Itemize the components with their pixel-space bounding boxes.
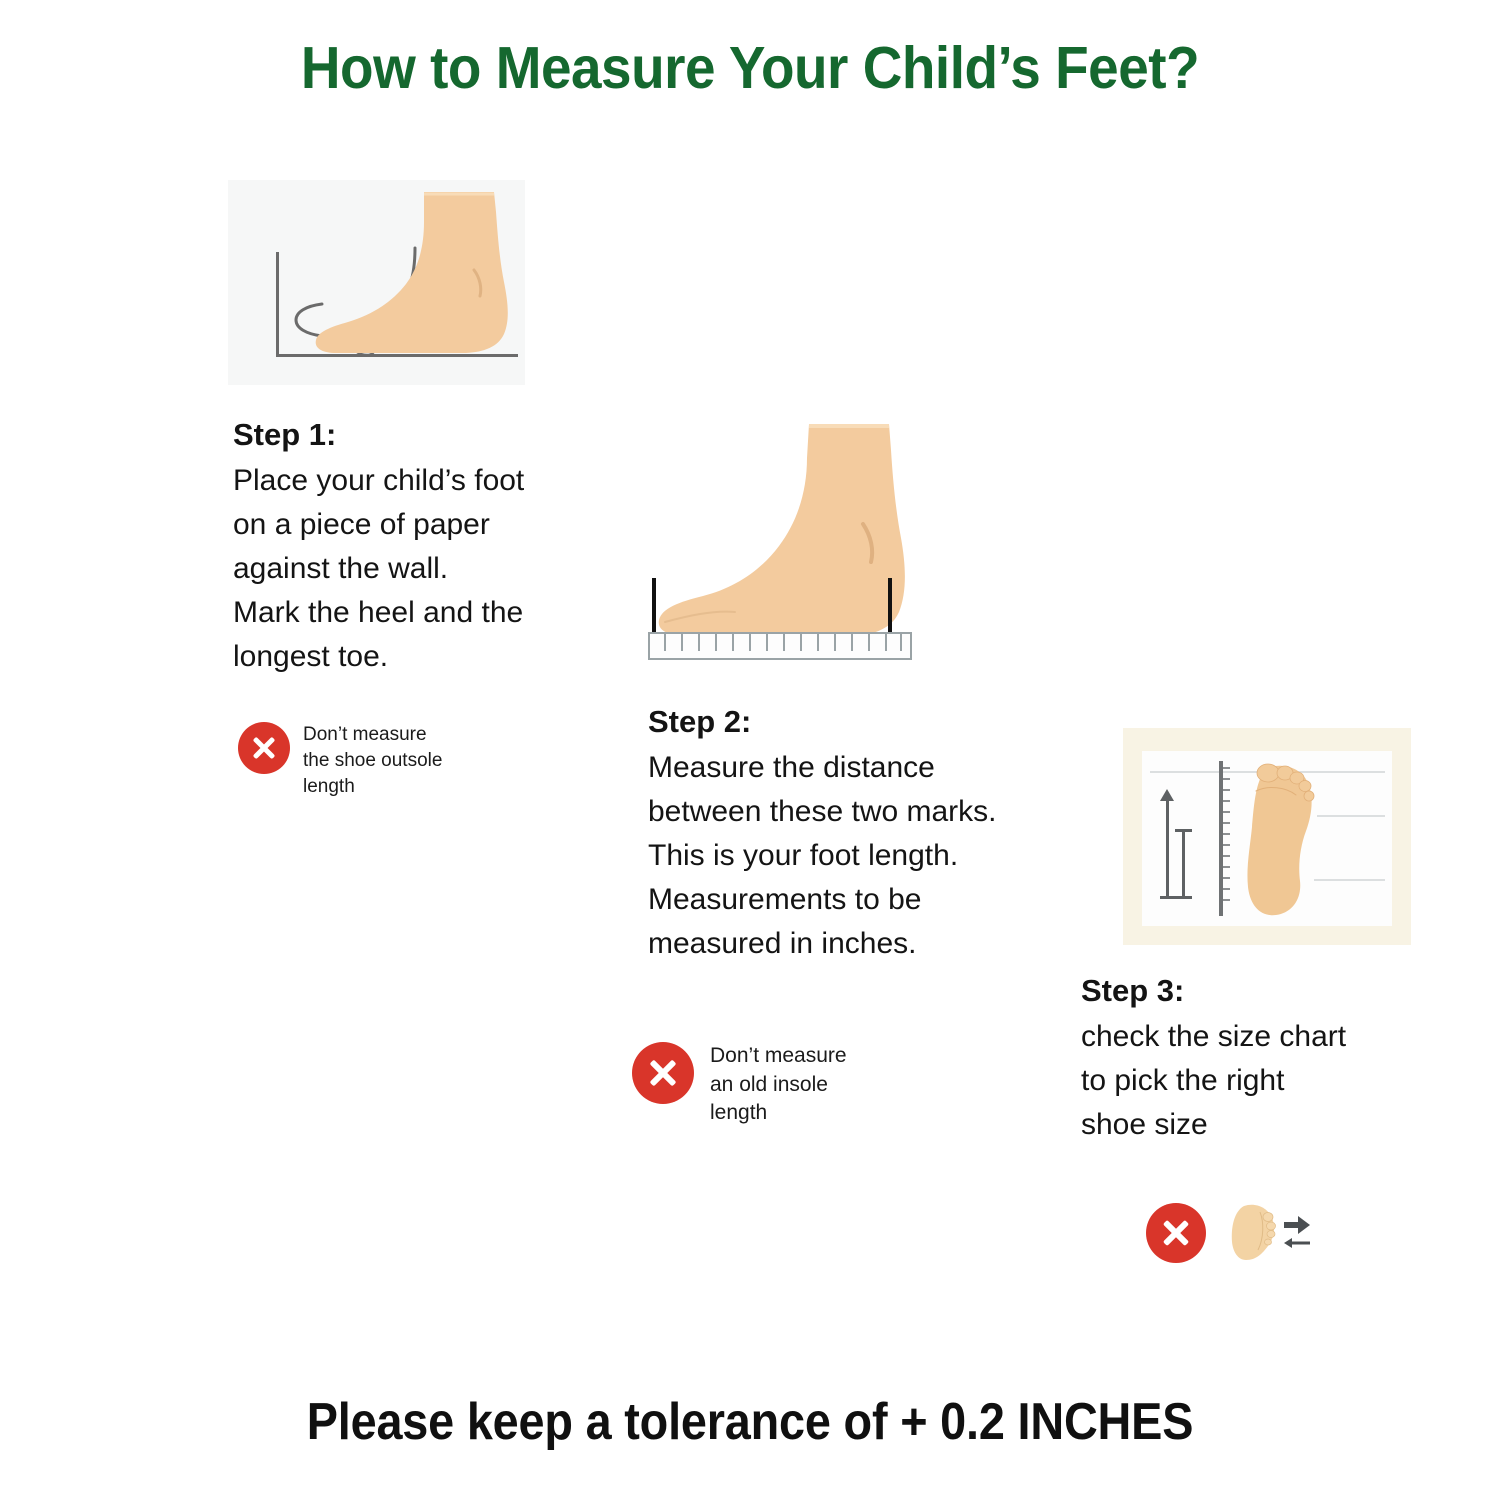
vertical-ruler-icon <box>1219 761 1223 916</box>
step-2-warning-text: Don’t measure an old insole length <box>710 1044 847 1125</box>
arrow-right-icon <box>1284 1216 1310 1234</box>
step-1-warning-text: Don’t measure the shoe outsole length <box>303 724 443 797</box>
mini-foot-sole-icon <box>1231 1204 1276 1260</box>
long-arrow-icon <box>1166 799 1169 896</box>
red-x-circle-icon <box>1146 1203 1206 1263</box>
measuring-chart-panel <box>1142 751 1392 926</box>
foot-sole-icon <box>1247 763 1315 916</box>
step-2-illustration <box>645 420 945 665</box>
step-1-body: Place your child’s foot on a piece of pa… <box>233 463 525 674</box>
step-3-illustration <box>1123 728 1411 945</box>
step-3-text: Step 3: check the size chart to pick the… <box>1081 972 1426 1147</box>
toe-mark-icon <box>652 578 656 638</box>
step-1-heading: Step 1: <box>233 417 337 452</box>
step-1-text: Step 1: Place your child’s foot on a pie… <box>233 416 563 679</box>
step-2-heading: Step 2: <box>648 704 752 739</box>
step-2-text: Step 2: Measure the distance between the… <box>648 703 1088 966</box>
red-x-circle-icon <box>238 722 290 774</box>
wall-line-icon <box>276 252 279 357</box>
step-3-heading: Step 3: <box>1081 973 1185 1008</box>
ruler-icon <box>648 632 912 660</box>
step-1-illustration <box>228 180 525 385</box>
floor-line-icon <box>276 354 518 357</box>
page-title: How to Measure Your Child’s Feet? <box>300 35 1200 101</box>
step-3-warning <box>1146 1202 1366 1264</box>
foot-measure-icon <box>1230 1202 1310 1264</box>
arrow-left-icon <box>1284 1238 1310 1248</box>
tolerance-note: Please keep a tolerance of + 0.2 INCHES <box>306 1393 1194 1451</box>
step-3-body: check the size chart to pick the right s… <box>1081 1019 1347 1141</box>
red-x-circle-icon <box>632 1042 694 1104</box>
step-2-body: Measure the distance between these two m… <box>648 750 997 961</box>
short-arrow-icon <box>1182 829 1185 896</box>
step-1-warning: Don’t measure the shoe outsole length <box>238 722 528 799</box>
step-2-warning: Don’t measure an old insole length <box>632 1042 932 1128</box>
foot-profile-icon <box>315 192 508 353</box>
heel-mark-icon <box>888 578 892 638</box>
foot-profile-icon <box>658 424 905 636</box>
